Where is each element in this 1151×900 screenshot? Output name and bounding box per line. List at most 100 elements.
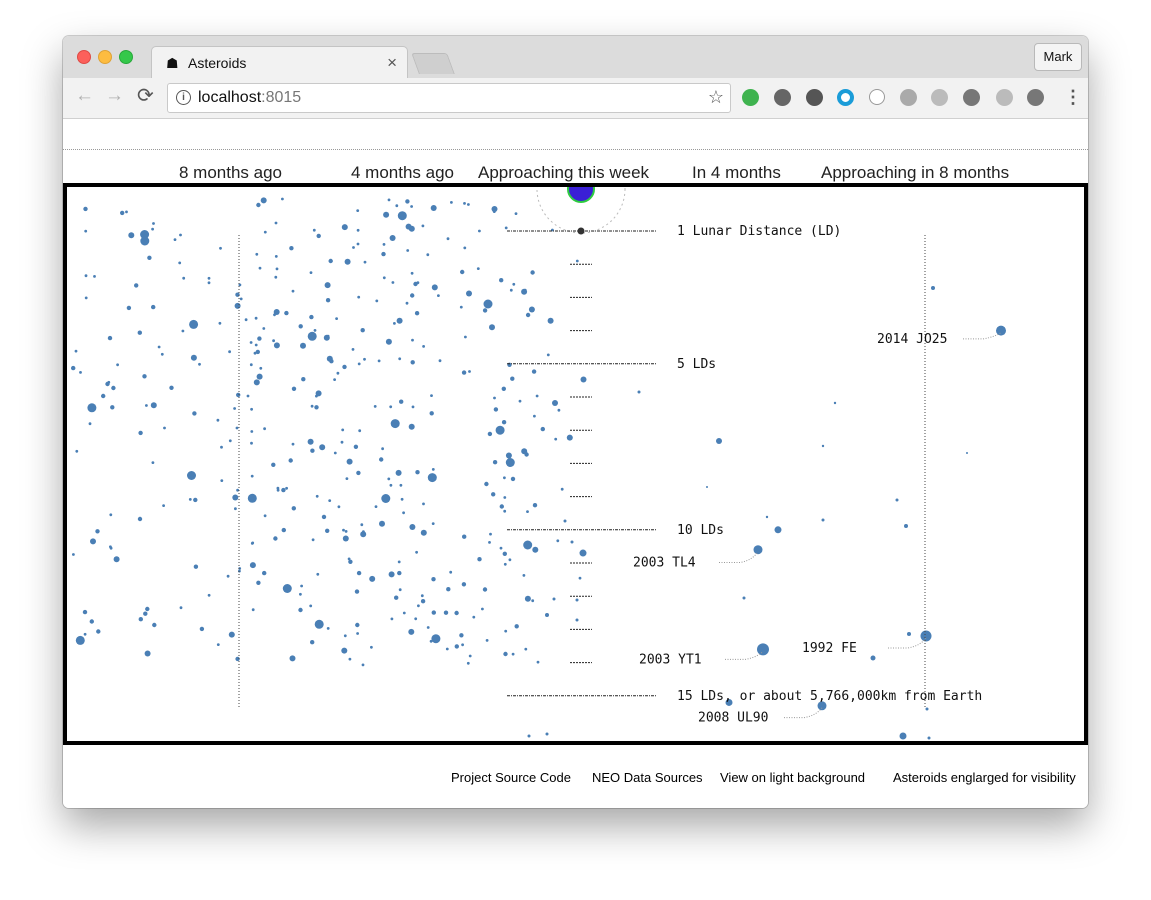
asteroid-dot (207, 593, 211, 597)
onepassword-icon[interactable] (806, 89, 823, 106)
asteroid-dot (82, 609, 88, 615)
asteroid-dot (356, 209, 360, 212)
asteroid-dot (251, 541, 255, 545)
asteroid-dot (904, 524, 908, 528)
asteroid-dot (256, 580, 261, 585)
timer-ext-icon[interactable] (996, 89, 1013, 106)
forward-arrow-icon[interactable]: → (105, 85, 124, 106)
back-arrow-icon[interactable]: ← (75, 85, 94, 106)
asteroid-dot (427, 473, 437, 483)
asteroid-dot (288, 458, 293, 463)
asteroid-dot (326, 355, 333, 362)
asteroid-dot (144, 650, 151, 657)
asteroid-dot (235, 656, 240, 662)
asteroid-dot (518, 399, 522, 403)
asteroid-dot (259, 366, 263, 370)
asteroid-dot (925, 707, 929, 711)
hangouts-icon[interactable] (742, 89, 759, 106)
address-bar[interactable]: i localhost:8015 ☆ (167, 83, 731, 113)
asteroid-dot (343, 634, 347, 638)
maximize-window-button[interactable] (119, 50, 133, 64)
asteroid-dot (531, 599, 535, 603)
asteroid-dot (379, 520, 385, 527)
light-background-toggle[interactable]: View on light background (720, 770, 866, 785)
asteroid-dot (236, 392, 241, 398)
asteroid-dot (137, 516, 143, 522)
asteroid-dot (109, 545, 112, 549)
asteroid-dot (291, 289, 295, 293)
bookmark-star-icon[interactable]: ☆ (707, 87, 724, 107)
asteroid-1992-fe-label: 1992 FE (802, 641, 857, 656)
camera-icon[interactable] (1027, 89, 1044, 106)
asteroid-dot (381, 251, 386, 257)
save-ext-icon[interactable] (900, 89, 917, 106)
asteroid-2008-ul90-leader (784, 707, 823, 719)
month-label-in-4: In 4 months (692, 163, 781, 182)
asteroid-dot (95, 529, 100, 534)
asteroid-dot (383, 211, 390, 218)
asteroid-dot (250, 407, 254, 411)
asteroid-dot (74, 349, 78, 353)
asteroid-dot (272, 339, 275, 343)
asteroid-dot (422, 502, 425, 506)
enlarged-note: Asteroids englarged for visibility (893, 770, 1076, 785)
asteroid-dot (927, 736, 931, 740)
asteroid-dot (90, 538, 96, 545)
json-ext-icon[interactable] (869, 89, 885, 105)
asteroid-dot (345, 477, 349, 480)
asteroid-dot (430, 394, 433, 397)
asteroid-dot (477, 557, 482, 562)
asteroid-dot (101, 393, 106, 399)
asteroid-dot (344, 258, 351, 265)
asteroid-dot (363, 260, 367, 264)
asteroid-dot (466, 661, 470, 665)
asteroid-dot (528, 306, 535, 313)
asteroid-dot (390, 419, 400, 429)
close-window-button[interactable] (77, 50, 91, 64)
url-text[interactable]: localhost:8015 (198, 89, 301, 107)
minimize-window-button[interactable] (98, 50, 112, 64)
asteroid-dot (395, 469, 402, 476)
new-tab-button[interactable] (411, 53, 455, 74)
project-source-link[interactable]: Project Source Code (451, 770, 571, 785)
asteroid-dot (399, 483, 403, 487)
asteroid-dot (79, 371, 82, 374)
asteroid-dot (120, 210, 125, 216)
asteroid-dot (360, 328, 365, 333)
info-icon[interactable]: i (176, 90, 191, 105)
asteroid-dot (352, 246, 355, 249)
asteroid-dot (356, 632, 359, 635)
asteroid-dot (499, 278, 504, 283)
menu-dots-icon[interactable]: ⋮ (1064, 87, 1082, 107)
asteroid-dot (382, 243, 386, 246)
asteroid-dot (514, 212, 518, 215)
asteroid-dot (138, 617, 143, 622)
asteroid-dot (387, 198, 391, 202)
asteroid-dot (402, 511, 405, 515)
circle-ext-icon[interactable] (837, 89, 854, 106)
asteroid-dot (390, 617, 394, 621)
asteroid-dot (507, 362, 512, 367)
asteroid-dot (179, 606, 183, 610)
asteroid-dot (525, 312, 531, 318)
profile-button[interactable]: Mark (1034, 43, 1082, 71)
asteroid-dot (307, 331, 317, 341)
asteroid-dot (454, 644, 459, 649)
asteroid-dot (540, 426, 545, 432)
reload-icon[interactable]: ⟳ (137, 85, 154, 107)
ublock-icon[interactable] (774, 89, 791, 106)
asteroid-dot (420, 529, 427, 536)
tab-close-icon[interactable]: × (387, 53, 397, 72)
asteroid-dot (234, 507, 237, 511)
football-ext-icon[interactable] (963, 89, 980, 106)
neo-data-sources-link[interactable]: NEO Data Sources (592, 770, 703, 785)
asteroid-dot (514, 624, 519, 629)
asteroid-dot (314, 405, 319, 410)
browser-tab[interactable]: ☗ Asteroids × (151, 46, 408, 80)
asteroid-dot (289, 246, 294, 251)
asteroid-dot (467, 203, 470, 206)
asteroid-2003-tl4-leader (719, 551, 759, 564)
asteroid-dot (411, 338, 414, 342)
asteroid-dot (173, 238, 177, 241)
grid-ext-icon[interactable] (931, 89, 948, 106)
